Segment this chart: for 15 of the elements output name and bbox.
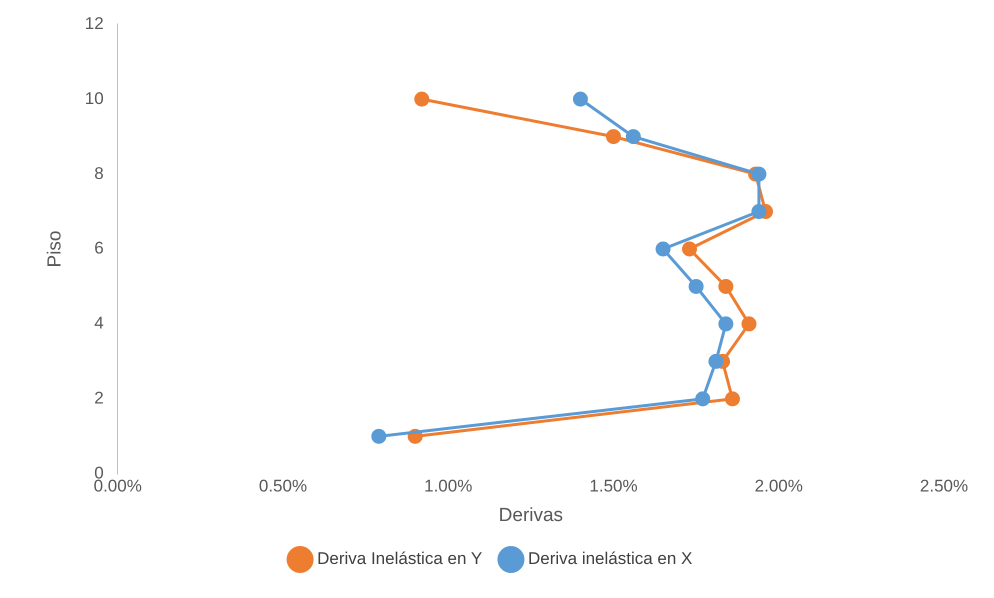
x-tick-label: 2.00% — [754, 476, 803, 496]
y-tick-label: 12 — [84, 14, 104, 33]
y-tick-label: 2 — [94, 388, 104, 408]
y-axis-title: Piso — [44, 230, 66, 268]
legend-label: Deriva Inelástica en Y — [317, 549, 482, 568]
x-tick-label: 2.50% — [920, 476, 968, 496]
legend-label: Deriva inelástica en X — [528, 549, 692, 568]
x-axis-title: Derivas — [498, 504, 564, 526]
y-tick-label: 4 — [94, 314, 104, 333]
y-tick-label: 8 — [94, 164, 104, 183]
y-tick-label: 10 — [84, 88, 104, 108]
x-tick-label: 1.00% — [424, 476, 472, 496]
y-tick-label: 6 — [94, 238, 104, 258]
x-tick-label: 0.50% — [258, 476, 308, 496]
x-tick-label: 1.50% — [589, 476, 638, 496]
